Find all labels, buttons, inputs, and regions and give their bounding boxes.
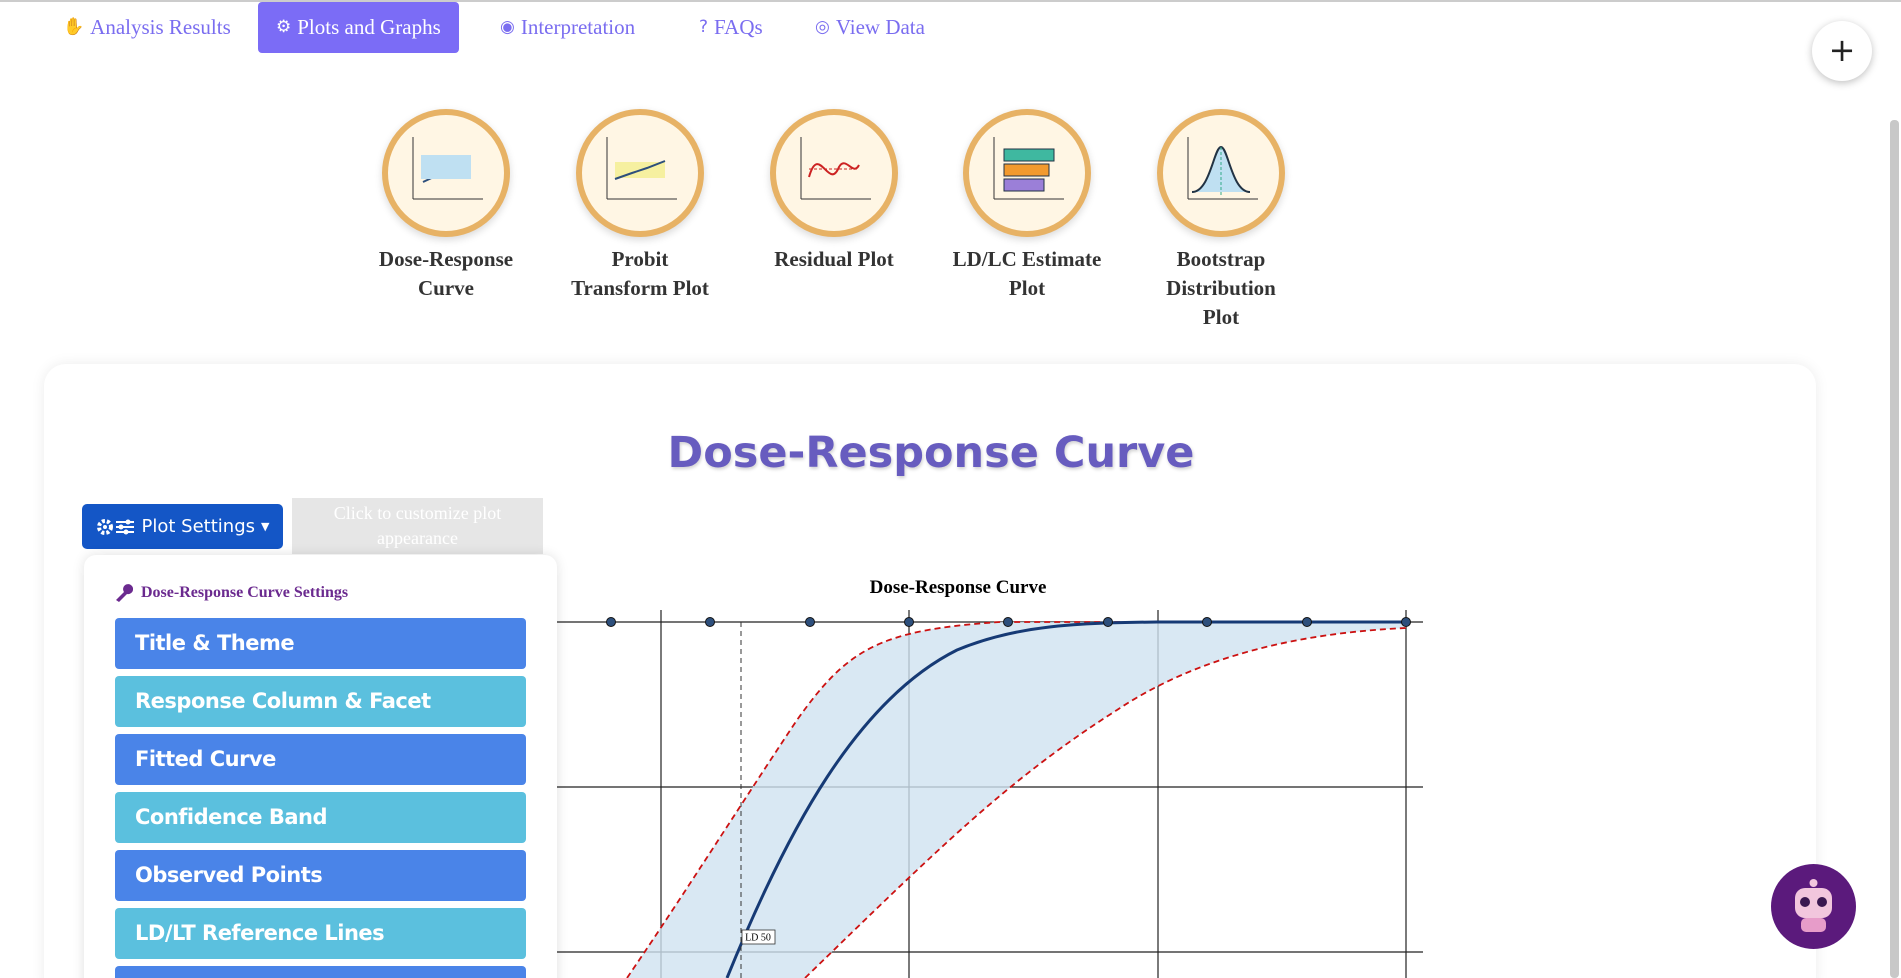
menu-item[interactable]: Observed Points xyxy=(115,850,526,901)
card-icon xyxy=(800,137,871,200)
card-icon xyxy=(993,137,1064,200)
tab-icon: ◎ xyxy=(815,17,830,37)
tab-icon: ? xyxy=(699,17,709,37)
add-button[interactable]: + xyxy=(1812,21,1872,81)
menu-header-text: Dose-Response Curve Settings xyxy=(141,584,349,601)
settings-button-label: Plot Settings xyxy=(141,516,255,537)
plot-card[interactable] xyxy=(576,109,704,237)
tab-label: Analysis Results xyxy=(90,15,231,39)
nav-tab[interactable]: ◉ Interpretation xyxy=(482,2,653,53)
scrollbar[interactable] xyxy=(1890,120,1899,978)
nav-tab[interactable]: ◎ View Data xyxy=(797,2,943,53)
confidence-band xyxy=(627,622,1406,978)
caret: ▼ xyxy=(261,520,270,533)
plot-card-label[interactable]: Bootstrap Distribution Plot xyxy=(1166,247,1276,329)
plot: Dose-Response Curve LD 50 xyxy=(557,577,1423,978)
plot-title: Dose-Response Curve xyxy=(870,577,1047,598)
tab-icon: ◉ xyxy=(500,17,515,37)
tab-icon: ⚙ xyxy=(276,17,292,37)
menu-item[interactable]: LD/LT Reference Lines xyxy=(115,908,526,959)
panel-title: Dose-Response Curve xyxy=(667,428,1195,478)
plot-card[interactable] xyxy=(770,109,898,237)
nav-tab[interactable]: ⚙ Plots and Graphs xyxy=(258,2,459,53)
settings-icon xyxy=(96,518,134,535)
plot-card-label[interactable]: LD/LC Estimate Plot xyxy=(952,247,1102,300)
upper-bound xyxy=(626,621,1406,978)
tab-icon: ✋ xyxy=(63,17,85,37)
nav-tab[interactable]: ? FAQs xyxy=(681,2,781,53)
tab-label: View Data xyxy=(835,15,925,39)
menu-header: Dose-Response Curve Settings xyxy=(113,583,348,603)
plot-card[interactable] xyxy=(382,109,510,237)
menu-item[interactable]: Fitted Curve xyxy=(115,734,526,785)
plot-card[interactable] xyxy=(963,109,1091,237)
menu-item[interactable]: Response Column & Facet xyxy=(115,676,526,727)
settings-button[interactable]: Plot Settings ▼ xyxy=(82,504,283,549)
plot-card-label[interactable]: Residual Plot xyxy=(774,247,894,271)
ld50-box xyxy=(741,929,776,945)
plot-card-label[interactable]: Probit Transform Plot xyxy=(571,247,709,300)
tab-label: Interpretation xyxy=(520,15,636,39)
chatbot-button[interactable] xyxy=(1771,864,1856,949)
lower-bound xyxy=(804,627,1407,978)
menu-item[interactable]: Confidence Band xyxy=(115,792,526,843)
nav-tab[interactable]: ✋ Analysis Results xyxy=(45,2,249,53)
observed-points xyxy=(606,617,1411,627)
tooltip: Click to customize plot appearance xyxy=(292,498,543,554)
card-icon xyxy=(412,137,483,200)
plot-card-label[interactable]: Dose-Response Curve xyxy=(378,247,514,300)
wrench-icon xyxy=(116,584,133,602)
tab-label: FAQs xyxy=(714,15,763,39)
menu-item[interactable] xyxy=(115,966,526,978)
fitted-curve xyxy=(725,620,1406,978)
plot-card[interactable] xyxy=(1157,109,1285,237)
card-icon xyxy=(1187,137,1258,200)
tab-label: Plots and Graphs xyxy=(297,15,441,39)
robot-icon xyxy=(1795,879,1832,932)
card-icon xyxy=(606,137,677,200)
menu-item[interactable]: Title & Theme xyxy=(115,618,526,669)
ld50-label: LD 50 xyxy=(745,932,771,943)
top-border xyxy=(0,0,1901,2)
